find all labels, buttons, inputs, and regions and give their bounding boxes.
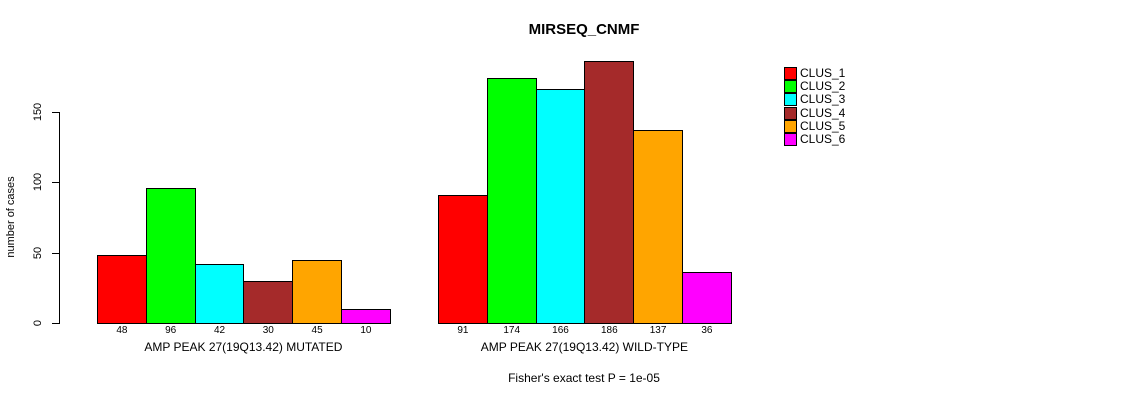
bar-clus_1-group2 [438, 194, 488, 324]
bar-clus_4-group2 [584, 61, 635, 324]
chart-title: MIRSEQ_CNMF [528, 21, 640, 38]
y-axis-tick [52, 323, 59, 324]
legend-label: CLUS_4 [800, 105, 846, 120]
legend-swatch-clus_4 [784, 106, 797, 120]
bar-value-label: 45 [311, 325, 323, 336]
legend-label: CLUS_6 [800, 132, 846, 146]
bar-clus_3-group1 [194, 263, 245, 324]
y-axis-tick-label: 150 [32, 102, 44, 122]
legend-swatch-clus_6 [784, 133, 797, 146]
legend-label: CLUS_1 [800, 66, 846, 80]
bar-value-label: 91 [457, 325, 469, 336]
y-axis-tick [52, 112, 59, 113]
bar-clus_6-group1 [341, 308, 391, 324]
bar-value-label: 166 [552, 325, 569, 336]
legend-swatch-clus_3 [784, 93, 797, 107]
bar-value-label: 42 [213, 325, 226, 336]
bar-clus_2-group2 [486, 78, 537, 324]
y-axis-tick [52, 182, 59, 184]
fisher-test-annotation: Fisher's exact test P = 1e-05 [508, 371, 660, 385]
bar-clus_2-group1 [145, 187, 196, 324]
y-axis-line [59, 112, 60, 324]
bar-value-label: 186 [600, 325, 618, 336]
bar-value-label: 96 [165, 325, 177, 336]
bar-value-label: 48 [116, 325, 128, 336]
legend-label: CLUS_3 [800, 92, 846, 107]
legend-label: CLUS_2 [800, 79, 846, 94]
legend-swatch-clus_2 [784, 80, 797, 94]
bar-value-label: 36 [701, 325, 713, 336]
bar-value-label: 137 [649, 325, 667, 336]
legend-swatch-clus_1 [784, 67, 797, 80]
bar-clus_5-group2 [633, 130, 683, 324]
bar-clus_5-group1 [292, 259, 342, 324]
bar-value-label: 10 [360, 325, 372, 336]
legend-swatch-clus_5 [784, 119, 797, 133]
bar-clus_6-group2 [682, 272, 732, 324]
y-axis-tick-label: 100 [32, 173, 44, 192]
y-axis-title: number of cases [5, 176, 17, 258]
group-label: AMP PEAK 27(19Q13.42) WILD-TYPE [480, 340, 688, 354]
y-axis-tick-label: 50 [32, 246, 44, 259]
bar-clus_4-group1 [243, 280, 294, 324]
bar-clus_3-group2 [535, 89, 586, 324]
bar-value-label: 30 [262, 325, 274, 336]
bar-clus_1-group1 [97, 255, 147, 324]
y-axis-tick [52, 252, 59, 254]
bar-value-label: 174 [503, 325, 521, 336]
group-label: AMP PEAK 27(19Q13.42) MUTATED [144, 340, 343, 354]
y-axis-tick-label: 0 [32, 319, 44, 327]
legend-label: CLUS_5 [800, 118, 846, 133]
